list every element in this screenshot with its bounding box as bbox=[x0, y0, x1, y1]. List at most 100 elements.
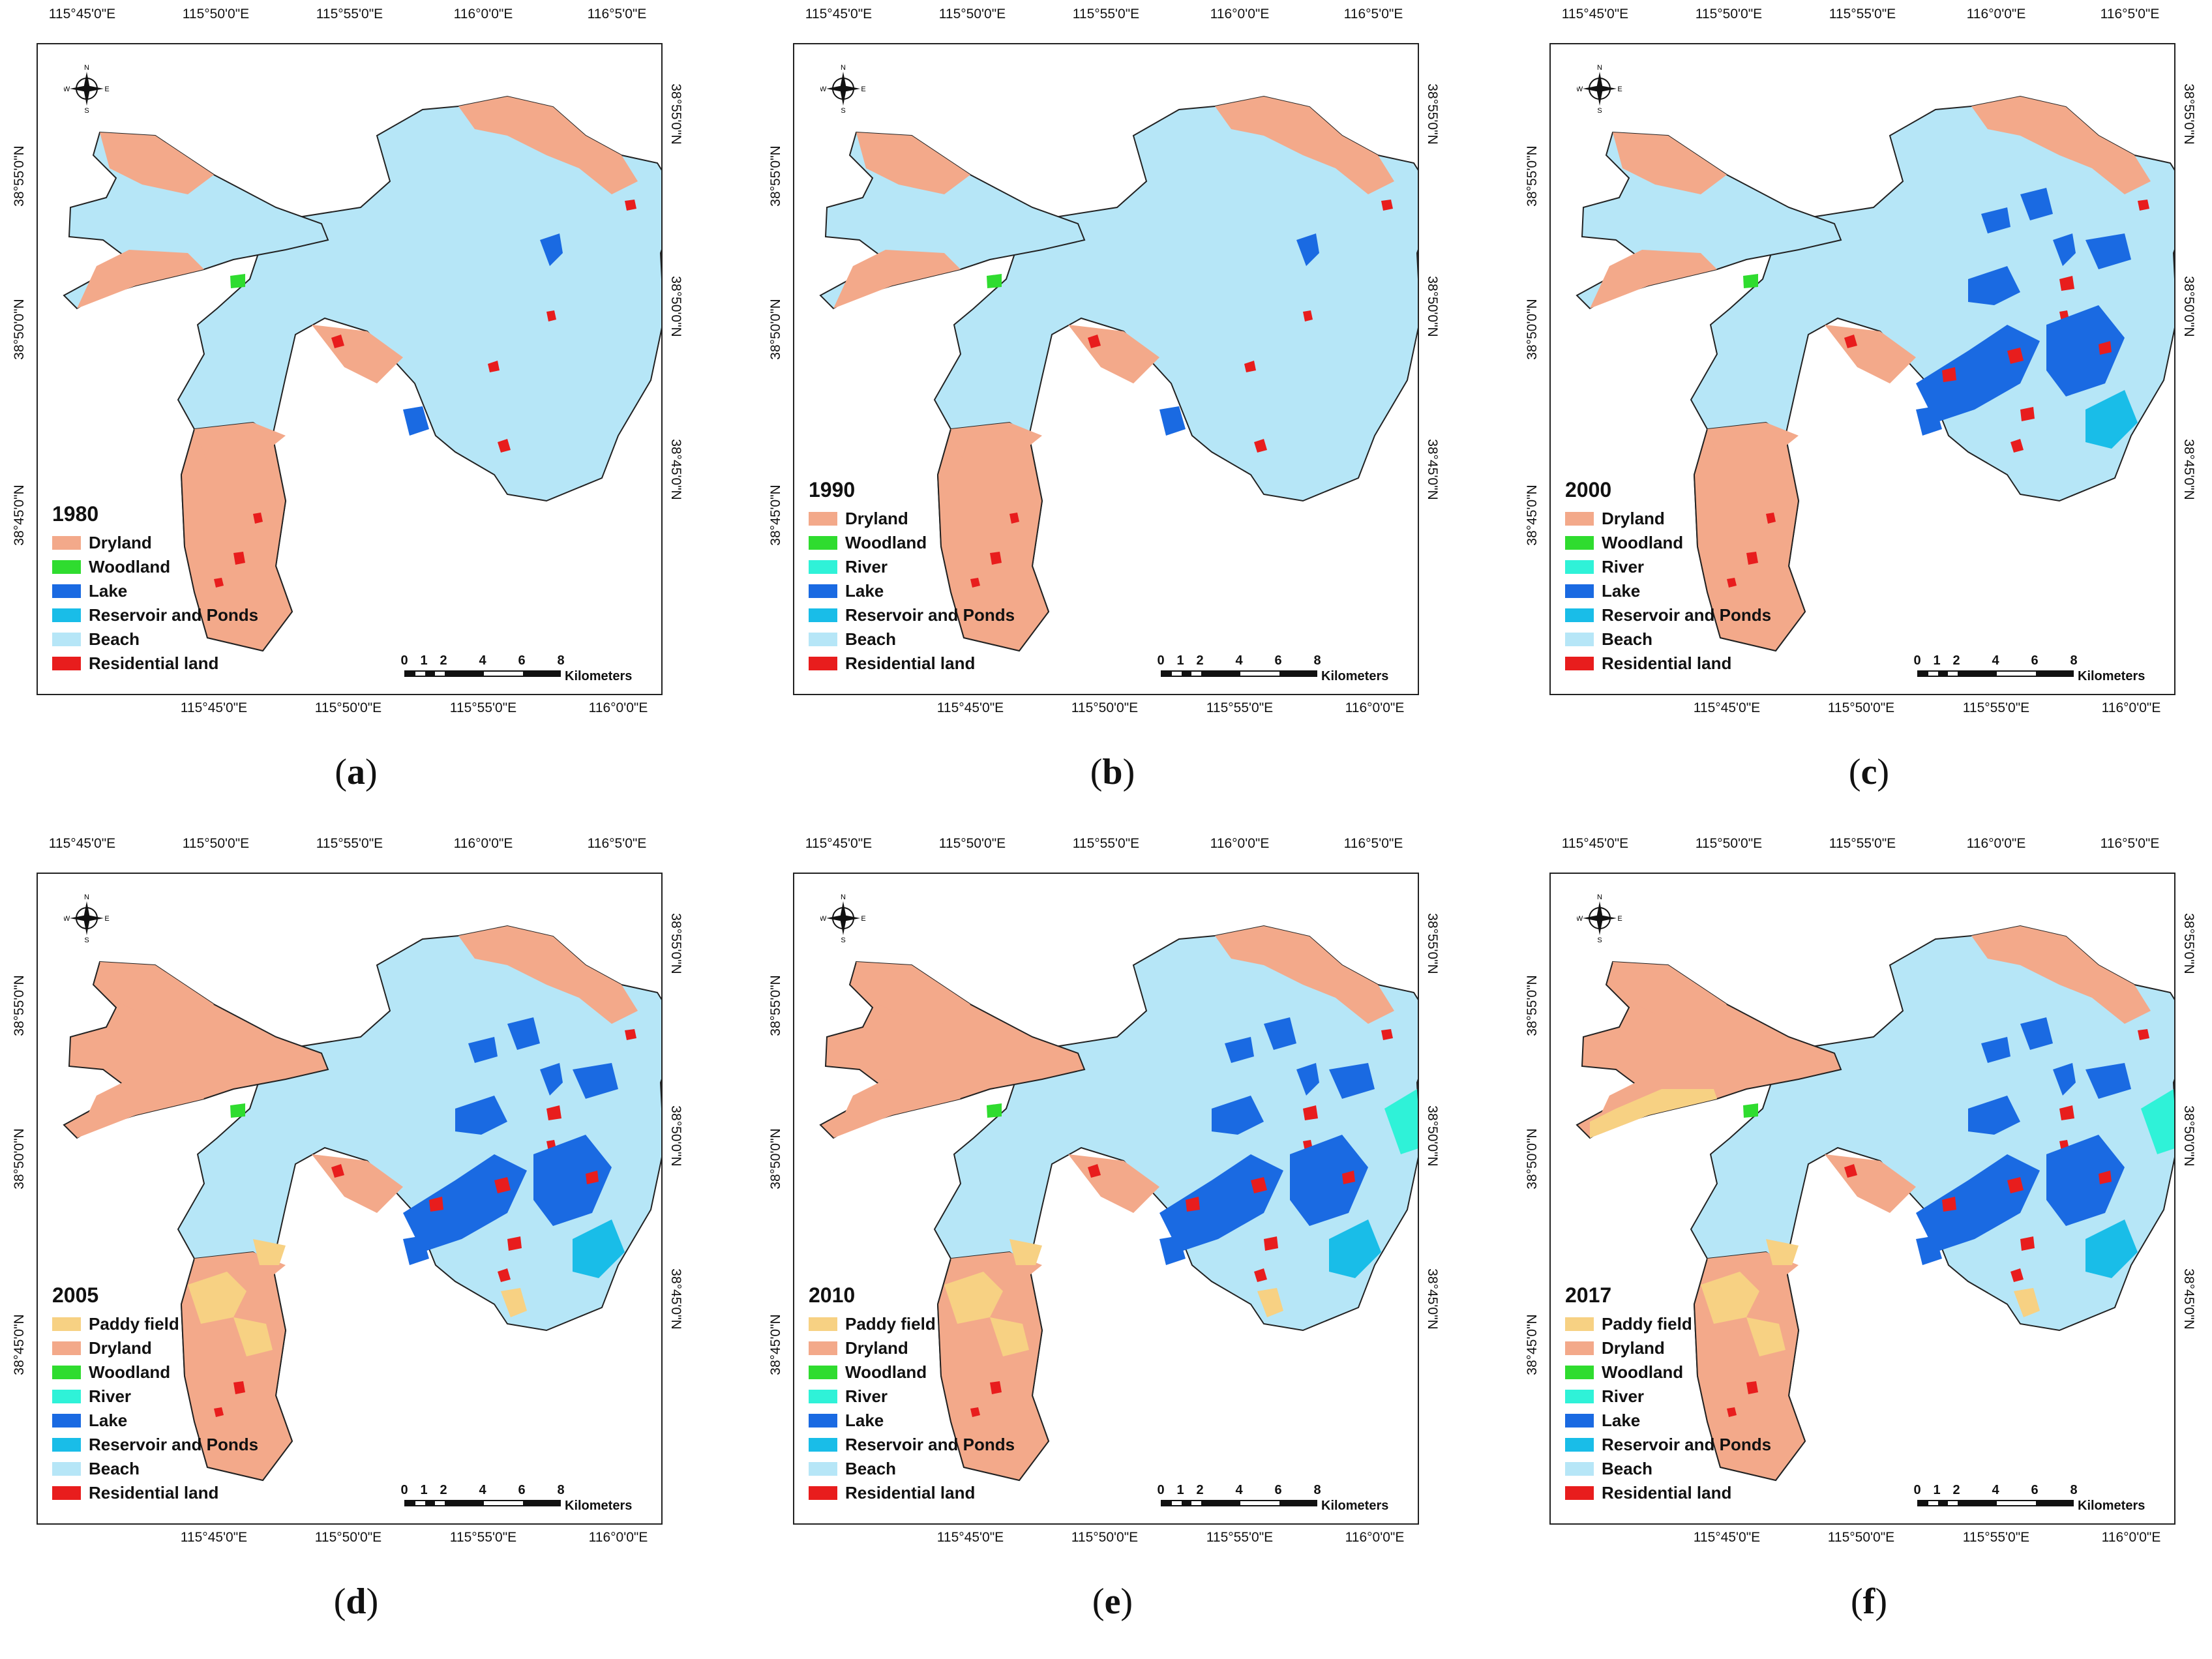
legend-label: Woodland bbox=[89, 557, 171, 576]
longitude-tick-top: 115°55'0"E bbox=[316, 7, 383, 22]
latitude-tick-left: 38°45'0"N bbox=[1525, 485, 1540, 546]
map-year: 2017 bbox=[1565, 1283, 1612, 1307]
legend-label: Woodland bbox=[89, 1362, 171, 1382]
patch-lake bbox=[2085, 1063, 2131, 1099]
legend-label: Beach bbox=[1602, 629, 1653, 649]
legend-label: Residential land bbox=[89, 653, 219, 673]
patch-lake bbox=[1264, 1017, 1296, 1050]
legend-label: Woodland bbox=[1602, 533, 1684, 552]
map-legend: Paddy field Dryland Woodland River Lake Reser… bbox=[52, 1312, 258, 1505]
scale-tick: 2 bbox=[1952, 1483, 1960, 1497]
map-panel-f: 115°45'0"E 115°50'0"E 115°55'0"E 116°0'0"E 1… bbox=[1523, 836, 2212, 1622]
patch-residential bbox=[233, 552, 245, 565]
longitude-tick-top: 115°55'0"E bbox=[1829, 7, 1896, 22]
patch-residential bbox=[2007, 1177, 2024, 1193]
latitude-tick-left: 38°55'0"N bbox=[1525, 145, 1540, 207]
north-arrow-icon: N S E W bbox=[1576, 893, 1622, 944]
legend-label: Dryland bbox=[1602, 509, 1665, 528]
legend-label: River bbox=[845, 557, 888, 576]
patch-residential bbox=[1009, 513, 1019, 524]
patch-woodland bbox=[230, 274, 245, 288]
patch-lake bbox=[468, 1037, 498, 1063]
latitude-tick-right: 38°45'0"N bbox=[1425, 1268, 1440, 1330]
patch-residential bbox=[2020, 1236, 2035, 1251]
legend-item: Reservoir and Ponds bbox=[1565, 603, 1771, 627]
svg-text:S: S bbox=[84, 936, 89, 943]
legend-swatch bbox=[809, 1438, 837, 1452]
patch-residential bbox=[1264, 1236, 1278, 1251]
longitude-tick-bottom: 115°50'0"E bbox=[1827, 1530, 1895, 1545]
patch-dryland bbox=[1707, 423, 1799, 462]
legend-item: Reservoir and Ponds bbox=[809, 603, 1015, 627]
north-arrow-icon: N S E W bbox=[63, 893, 110, 944]
legend-item: Dryland bbox=[809, 507, 1015, 531]
legend-swatch bbox=[809, 1390, 837, 1403]
patch-woodland bbox=[987, 274, 1002, 288]
map-legend: Paddy field Dryland Woodland River Lake Reser… bbox=[1565, 1312, 1771, 1505]
patch-dryland bbox=[100, 132, 214, 194]
patch-lake bbox=[533, 1135, 612, 1226]
patch-residential bbox=[1381, 1029, 1393, 1040]
north-arrow-icon: N S E W bbox=[820, 64, 866, 115]
patch-residential bbox=[2138, 1029, 2149, 1040]
legend-swatch bbox=[809, 1317, 837, 1331]
scale-unit: Kilometers bbox=[1321, 669, 1389, 683]
legend-swatch bbox=[1565, 1366, 1594, 1379]
legend-label: Residential land bbox=[1602, 1483, 1732, 1502]
scale-tick: 6 bbox=[518, 1483, 526, 1497]
latitude-tick-left: 38°55'0"N bbox=[12, 975, 27, 1036]
map-frame: N S E W 1990 Dryland Woodland River Lake Reservoi… bbox=[793, 43, 1419, 695]
legend-swatch bbox=[1565, 560, 1594, 574]
legend-swatch bbox=[1565, 1390, 1594, 1403]
latitude-tick-left: 38°45'0"N bbox=[1525, 1314, 1540, 1375]
svg-text:E: E bbox=[861, 915, 865, 923]
legend-label: Paddy field bbox=[845, 1314, 936, 1334]
svg-text:N: N bbox=[84, 64, 89, 72]
scale-tick: 0 bbox=[1157, 1483, 1165, 1497]
patch-lake bbox=[2053, 233, 2076, 266]
patch-residential bbox=[494, 1177, 511, 1193]
map-panel-c: 115°45'0"E 115°50'0"E 115°55'0"E 116°0'0"E 1… bbox=[1523, 7, 2212, 792]
legend-swatch bbox=[809, 1462, 837, 1476]
legend-label: Lake bbox=[845, 581, 884, 601]
patch-lake bbox=[1296, 1063, 1319, 1096]
patch-residential bbox=[1766, 513, 1776, 524]
patch-residential bbox=[429, 1197, 443, 1212]
scale-unit: Kilometers bbox=[565, 1499, 633, 1513]
patch-residential bbox=[1244, 361, 1256, 372]
legend-swatch bbox=[1565, 584, 1594, 598]
longitude-tick-top: 115°55'0"E bbox=[1829, 836, 1896, 851]
svg-text:S: S bbox=[84, 107, 89, 113]
patch-dryland bbox=[100, 962, 214, 1024]
land-use-map bbox=[63, 95, 661, 652]
patch-residential bbox=[586, 1171, 599, 1184]
panel-caption: (c) bbox=[1848, 752, 1890, 792]
patch-dryland bbox=[1215, 926, 1394, 1024]
legend-swatch bbox=[52, 633, 81, 646]
longitude-tick-top: 116°5'0"E bbox=[587, 836, 647, 851]
svg-text:W: W bbox=[64, 915, 70, 923]
latitude-tick-left: 38°50'0"N bbox=[12, 1128, 27, 1189]
legend-label: Beach bbox=[89, 1459, 140, 1478]
patch-residential bbox=[1342, 1171, 1355, 1184]
scale-tick: 0 bbox=[400, 1483, 408, 1497]
patch-dryland bbox=[1215, 97, 1394, 194]
legend-item: River bbox=[809, 1384, 1015, 1409]
patch-reservoir bbox=[1329, 1219, 1381, 1278]
scale-tick: 8 bbox=[1313, 653, 1321, 668]
patch-paddy bbox=[2014, 1288, 2040, 1317]
patch-residential bbox=[1942, 367, 1956, 382]
patch-woodland bbox=[1743, 1103, 1758, 1118]
legend-item: Residential land bbox=[809, 651, 1015, 676]
patch-residential bbox=[1251, 1177, 1267, 1193]
patch-residential bbox=[2138, 200, 2149, 211]
patch-lake bbox=[2046, 1135, 2125, 1226]
legend-swatch bbox=[52, 1486, 81, 1500]
scale-bar: 0 1 2 4 6 8 Kilometers bbox=[1913, 1483, 2172, 1513]
latitude-tick-left: 38°50'0"N bbox=[1525, 1128, 1540, 1189]
legend-label: Reservoir and Ponds bbox=[845, 1435, 1015, 1454]
scale-tick: 4 bbox=[1992, 653, 1999, 668]
svg-text:S: S bbox=[1597, 936, 1602, 943]
legend-swatch bbox=[1565, 1414, 1594, 1427]
legend-swatch bbox=[52, 1341, 81, 1355]
